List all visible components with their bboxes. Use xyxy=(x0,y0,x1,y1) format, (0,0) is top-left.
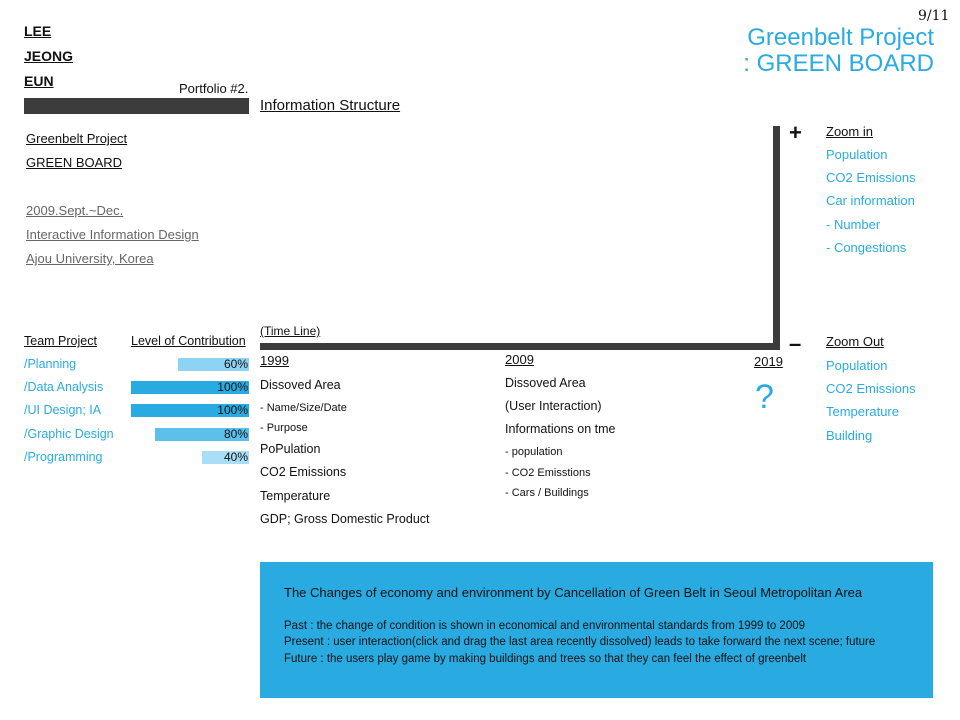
zoom-out-item: Population xyxy=(826,358,888,373)
zoom-out-item: Temperature xyxy=(826,404,899,419)
zoom-in-symbol: + xyxy=(789,120,802,145)
author-name-line1: LEE xyxy=(24,23,52,39)
zoom-out-symbol: – xyxy=(789,331,802,356)
summary-present: Present : user interaction(click and dra… xyxy=(284,636,876,648)
col2009-item: - population xyxy=(505,446,563,458)
col1999-item: GDP; Gross Domestic Product xyxy=(260,512,430,526)
project-name: Greenbelt Project xyxy=(26,131,128,146)
contribution-percent: 80% xyxy=(223,427,248,441)
year-2019: 2019 xyxy=(754,354,783,369)
contribution-bar: 80% xyxy=(155,428,249,441)
page-number: 9/11 xyxy=(918,8,950,24)
team-role-label: /Graphic Design xyxy=(24,427,114,441)
zoom-in-item: - Congestions xyxy=(826,240,907,255)
project-date: 2009.Sept.~Dec. xyxy=(26,203,124,218)
zoom-in-item: - Number xyxy=(826,217,881,232)
summary-title: The Changes of economy and environment b… xyxy=(284,585,863,600)
portfolio-label: Portfolio #2. xyxy=(179,81,249,96)
contribution-bar: 40% xyxy=(202,451,249,464)
header-divider-bar xyxy=(24,98,249,114)
summary-box xyxy=(260,562,933,698)
team-role-label: /Programming xyxy=(24,450,103,464)
timeline-axis xyxy=(260,343,780,350)
contribution-bar: 100% xyxy=(131,381,249,394)
zoom-out-heading: Zoom Out xyxy=(826,334,884,349)
author-name-line2: JEONG xyxy=(24,48,74,64)
contribution-percent: 60% xyxy=(223,357,248,371)
summary-past: Past : the change of condition is shown … xyxy=(284,620,806,632)
zoom-in-heading: Zoom in xyxy=(826,124,873,139)
col2009-item: (User Interaction) xyxy=(505,399,602,413)
project-board: GREEN BOARD xyxy=(26,155,123,170)
col1999-item: Temperature xyxy=(260,489,331,503)
contribution-bar: 100% xyxy=(131,404,249,417)
zoom-in-item: Car information xyxy=(826,193,915,208)
col1999-item: - Purpose xyxy=(260,422,308,434)
team-heading: Team Project xyxy=(24,334,97,348)
col2009-item: Dissoved Area xyxy=(505,376,586,390)
year-1999: 1999 xyxy=(260,353,289,368)
col1999-item: PoPulation xyxy=(260,442,321,456)
page-subtitle: : GREEN BOARD xyxy=(743,50,934,77)
team-role-label: /Planning xyxy=(24,357,77,371)
contribution-heading: Level of Contribution xyxy=(131,334,246,348)
col1999-item: Dissoved Area xyxy=(260,378,341,392)
col2009-item: - CO2 Emisstions xyxy=(505,467,591,479)
project-course: Interactive Information Design xyxy=(26,227,199,242)
team-role-label: /UI Design; IA xyxy=(24,403,102,417)
section-title: Information Structure xyxy=(260,97,401,114)
contribution-percent: 100% xyxy=(217,403,248,417)
page-title: Greenbelt Project xyxy=(747,24,934,51)
col2009-item: - Cars / Buildings xyxy=(505,487,589,499)
zoom-in-item: Population xyxy=(826,147,888,162)
future-question-mark: ? xyxy=(755,378,774,416)
col1999-item: CO2 Emissions xyxy=(260,465,347,479)
zoom-out-item: CO2 Emissions xyxy=(826,381,916,396)
contribution-percent: 100% xyxy=(217,380,248,394)
author-name-line3: EUN xyxy=(24,73,54,89)
zoom-axis xyxy=(773,126,780,350)
col1999-item: - Name/Size/Date xyxy=(260,402,347,414)
zoom-out-item: Building xyxy=(826,428,873,443)
project-school: Ajou University, Korea xyxy=(26,251,154,266)
timeline-label: (Time Line) xyxy=(260,324,321,338)
team-role-label: /Data Analysis xyxy=(24,380,104,394)
col2009-item: Informations on tme xyxy=(505,422,616,436)
year-2009: 2009 xyxy=(505,352,534,367)
contribution-bar: 60% xyxy=(178,358,249,371)
summary-future: Future : the users play game by making b… xyxy=(284,653,807,665)
zoom-in-item: CO2 Emissions xyxy=(826,170,916,185)
contribution-percent: 40% xyxy=(223,450,248,464)
